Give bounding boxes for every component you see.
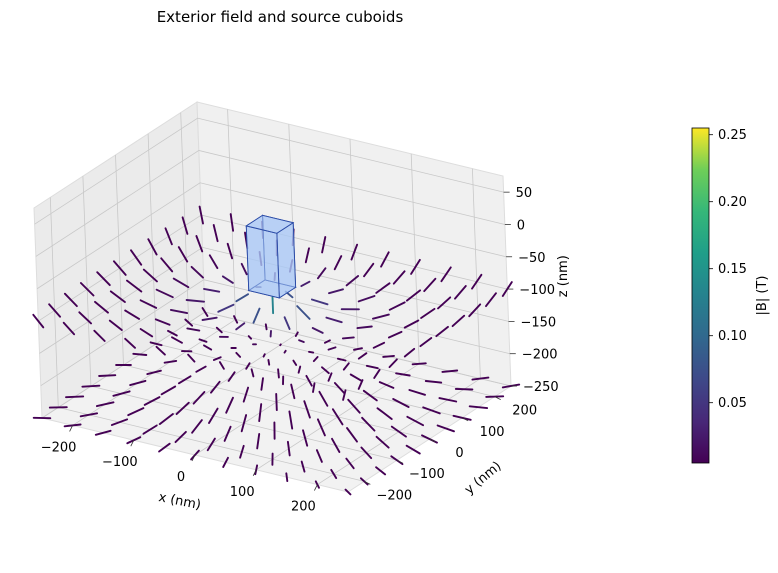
- chart-title: Exterior field and source cuboids: [80, 8, 480, 26]
- z-tick-label: −200: [522, 348, 558, 363]
- field-arrow: [66, 396, 83, 397]
- field-arrow: [456, 389, 473, 390]
- z-tick-label: −50: [518, 251, 545, 266]
- field-arrow: [286, 473, 287, 481]
- field-arrow: [268, 360, 269, 365]
- source-cuboid-face: [246, 226, 279, 298]
- y-tick-label: 100: [480, 425, 505, 440]
- z-tick-label: −150: [521, 315, 557, 330]
- colorbar-tick-label: 0.10: [718, 329, 747, 344]
- field-arrow: [383, 356, 394, 357]
- x-tick: [314, 485, 317, 491]
- x-tick-label: −100: [102, 455, 138, 470]
- colorbar: [692, 128, 709, 463]
- field-arrow: [133, 354, 146, 355]
- x-tick-label: 200: [291, 500, 316, 515]
- y-tick-label: −100: [409, 467, 445, 482]
- x-tick-label: 0: [177, 470, 185, 485]
- field-arrow: [99, 375, 115, 376]
- z-tick-label: −250: [523, 380, 559, 395]
- z-axis-label: z (nm): [556, 255, 571, 297]
- field-arrow: [266, 324, 267, 329]
- x-axis-label: x (nm): [157, 490, 202, 513]
- field-arrow: [276, 394, 277, 410]
- y-tick-label: 0: [455, 446, 463, 461]
- colorbar-tick-label: 0.25: [718, 128, 747, 143]
- y-tick-label: 200: [512, 404, 537, 419]
- field-arrow: [82, 386, 99, 387]
- x-tick-label: −200: [41, 440, 77, 455]
- y-axis-label: y (nm): [462, 459, 504, 498]
- field-arrow: [413, 363, 426, 364]
- field-arrow: [280, 344, 281, 345]
- z-tick-label: −100: [519, 283, 555, 298]
- z-tick-label: 0: [517, 219, 525, 234]
- field-arrow: [273, 297, 274, 313]
- field-arrow: [343, 337, 354, 338]
- field-arrow: [309, 352, 313, 353]
- source-cuboid-face: [277, 223, 296, 298]
- field-arrow: [264, 354, 265, 356]
- colorbar-tick-label: 0.20: [718, 195, 747, 210]
- colorbar-tick-label: 0.15: [718, 262, 747, 277]
- colorbar-tick-label: 0.05: [718, 396, 747, 411]
- z-tick-label: 50: [516, 186, 533, 201]
- colorbar-label: |B| (T): [755, 276, 770, 316]
- x-tick-label: 100: [230, 485, 255, 500]
- field-arrow: [278, 369, 279, 377]
- field-arrow: [285, 351, 286, 353]
- y-tick-label: −200: [376, 488, 412, 503]
